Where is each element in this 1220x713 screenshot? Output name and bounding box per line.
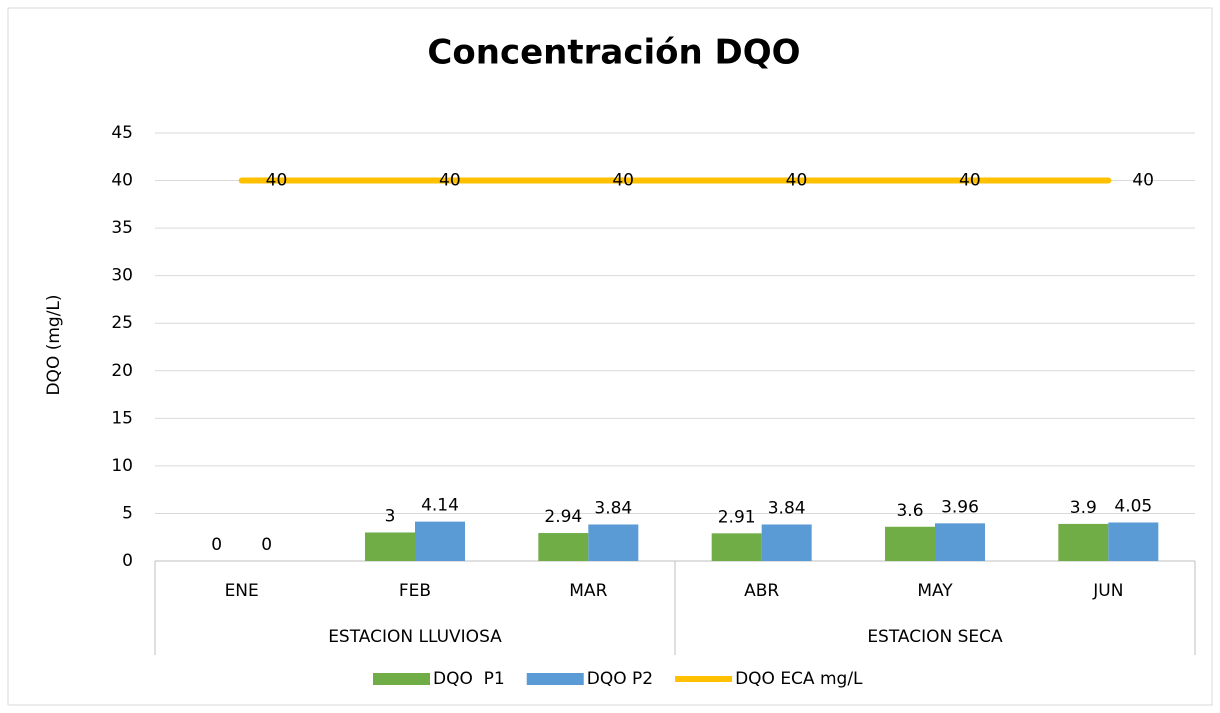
data-label: 2.91 [718, 507, 756, 527]
group-label: ESTACION LLUVIOSA [328, 627, 502, 647]
y-tick-label: 10 [111, 456, 133, 476]
y-tick-label: 40 [111, 171, 133, 191]
data-label: 3.6 [896, 501, 923, 521]
legend-swatch [373, 673, 430, 685]
data-label: 3.84 [768, 498, 806, 518]
bar [415, 521, 465, 561]
data-label: 40 [959, 171, 981, 191]
y-axis-label: DQO (mg/L) [44, 294, 64, 395]
data-label: 40 [786, 171, 808, 191]
data-label: 40 [266, 171, 288, 191]
bar [1108, 522, 1159, 561]
chart-title: Concentración DQO [427, 33, 800, 73]
bar [885, 526, 935, 561]
group-label: ESTACION SECA [867, 627, 1003, 647]
x-tick-label: MAR [569, 581, 607, 601]
data-label: 4.05 [1114, 496, 1152, 516]
data-label: 3.84 [594, 498, 632, 518]
data-label: 40 [612, 171, 634, 191]
data-label: 3 [385, 506, 396, 526]
legend-label: DQO P1 [433, 669, 505, 689]
x-tick-label: FEB [399, 581, 431, 601]
data-label: 40 [439, 171, 461, 191]
y-tick-label: 20 [111, 361, 133, 381]
x-tick-label: MAY [917, 581, 953, 601]
bar [935, 523, 985, 561]
y-tick-label: 5 [122, 503, 133, 523]
y-tick-label: 45 [111, 123, 133, 143]
bar [588, 524, 639, 561]
data-label: 3.9 [1070, 498, 1097, 518]
bar [538, 533, 589, 561]
data-label: 2.94 [544, 507, 582, 527]
legend-label: DQO ECA mg/L [735, 669, 863, 689]
y-tick-label: 30 [111, 266, 133, 286]
y-tick-label: 0 [122, 551, 133, 571]
data-label: 40 [1132, 171, 1154, 191]
legend-swatch [526, 673, 584, 685]
bar [761, 524, 812, 561]
bar [365, 532, 415, 561]
y-tick-label: 25 [111, 313, 133, 333]
data-label: 0 [211, 535, 222, 555]
data-label: 3.96 [941, 497, 979, 517]
data-label: 0 [261, 535, 272, 555]
x-tick-label: ABR [744, 581, 779, 601]
x-tick-label: ENE [225, 581, 259, 601]
legend-label: DQO P2 [587, 669, 653, 689]
x-tick-label: JUN [1092, 581, 1123, 601]
chart-border [7, 7, 1213, 706]
y-tick-label: 15 [111, 408, 133, 428]
data-label: 4.14 [421, 496, 459, 516]
bar [1058, 523, 1109, 561]
bar [711, 533, 762, 561]
y-tick-label: 35 [111, 218, 133, 238]
